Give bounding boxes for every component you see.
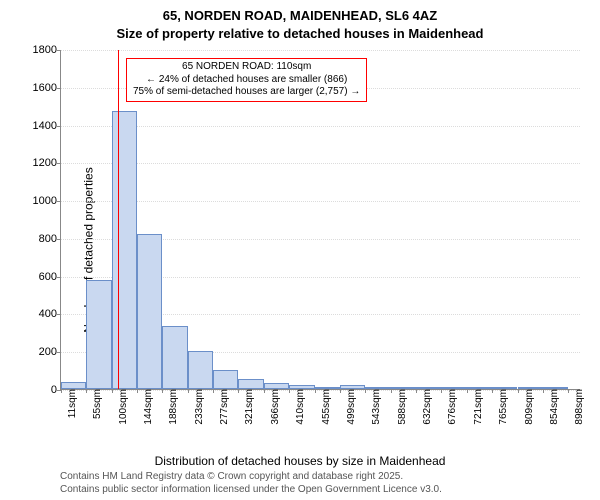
x-tick	[137, 389, 138, 393]
x-tick-label: 321sqm	[242, 389, 255, 425]
y-tick-label: 1600	[33, 82, 61, 94]
x-tick	[289, 389, 290, 393]
x-tick-label: 809sqm	[522, 389, 535, 425]
chart-title-line2: Size of property relative to detached ho…	[0, 26, 600, 41]
histogram-bar	[238, 379, 264, 389]
attribution: Contains HM Land Registry data © Crown c…	[60, 471, 590, 496]
gridline	[61, 163, 580, 164]
x-tick-label: 410sqm	[293, 389, 306, 425]
x-tick-label: 632sqm	[420, 389, 433, 425]
annotation-box: 65 NORDEN ROAD: 110sqm← 24% of detached …	[126, 58, 367, 102]
x-tick-label: 854sqm	[547, 389, 560, 425]
histogram-bar	[188, 351, 213, 389]
annotation-line: ← 24% of detached houses are smaller (86…	[133, 74, 360, 87]
x-tick	[264, 389, 265, 393]
x-tick-label: 11sqm	[65, 389, 78, 418]
x-tick-label: 455sqm	[319, 389, 332, 425]
histogram-bar	[213, 370, 238, 389]
x-tick	[213, 389, 214, 393]
x-tick	[86, 389, 87, 393]
x-tick	[543, 389, 544, 393]
x-tick	[340, 389, 341, 393]
plot-area: 02004006008001000120014001600180011sqm55…	[60, 50, 580, 390]
x-tick-label: 277sqm	[217, 389, 230, 425]
y-tick-label: 600	[39, 271, 61, 283]
gridline	[61, 126, 580, 127]
x-tick	[568, 389, 569, 393]
x-tick	[238, 389, 239, 393]
histogram-bar	[112, 111, 137, 389]
x-tick	[518, 389, 519, 393]
x-tick-label: 676sqm	[445, 389, 458, 425]
marker-line	[118, 50, 119, 389]
histogram-bar	[86, 280, 112, 389]
annotation-line: 65 NORDEN ROAD: 110sqm	[133, 61, 360, 74]
x-tick-label: 765sqm	[496, 389, 509, 425]
x-tick-label: 898sqm	[572, 389, 585, 425]
x-tick	[492, 389, 493, 393]
chart-container: { "chart": { "type": "histogram", "title…	[0, 0, 600, 500]
gridline	[61, 50, 580, 51]
x-tick	[188, 389, 189, 393]
x-tick	[416, 389, 417, 393]
attribution-line1: Contains HM Land Registry data © Crown c…	[60, 471, 590, 484]
x-tick-label: 144sqm	[141, 389, 154, 425]
x-tick-label: 188sqm	[166, 389, 179, 425]
x-tick-label: 233sqm	[192, 389, 205, 425]
chart-title-line1: 65, NORDEN ROAD, MAIDENHEAD, SL6 4AZ	[0, 8, 600, 23]
y-tick-label: 200	[39, 346, 61, 358]
x-tick-label: 100sqm	[116, 389, 129, 425]
histogram-bar	[61, 382, 86, 389]
y-tick-label: 1400	[33, 120, 61, 132]
x-tick-label: 499sqm	[344, 389, 357, 425]
x-tick-label: 721sqm	[471, 389, 484, 425]
y-tick-label: 400	[39, 308, 61, 320]
x-tick-label: 543sqm	[369, 389, 382, 425]
histogram-bar	[162, 326, 188, 389]
x-tick	[391, 389, 392, 393]
attribution-line2: Contains public sector information licen…	[60, 484, 590, 497]
x-tick	[467, 389, 468, 393]
histogram-bar	[137, 234, 162, 389]
x-tick-label: 55sqm	[90, 389, 103, 419]
x-tick	[112, 389, 113, 393]
y-tick-label: 1800	[33, 44, 61, 56]
y-tick-label: 1200	[33, 157, 61, 169]
y-tick-label: 0	[51, 384, 61, 396]
x-tick	[315, 389, 316, 393]
x-axis-label: Distribution of detached houses by size …	[0, 454, 600, 468]
annotation-line: 75% of semi-detached houses are larger (…	[133, 86, 360, 99]
x-tick-label: 366sqm	[268, 389, 281, 425]
x-tick	[61, 389, 62, 393]
x-tick	[365, 389, 366, 393]
gridline	[61, 201, 580, 202]
y-tick-label: 1000	[33, 195, 61, 207]
y-tick-label: 800	[39, 233, 61, 245]
x-tick-label: 588sqm	[395, 389, 408, 425]
x-tick	[441, 389, 442, 393]
x-tick	[162, 389, 163, 393]
